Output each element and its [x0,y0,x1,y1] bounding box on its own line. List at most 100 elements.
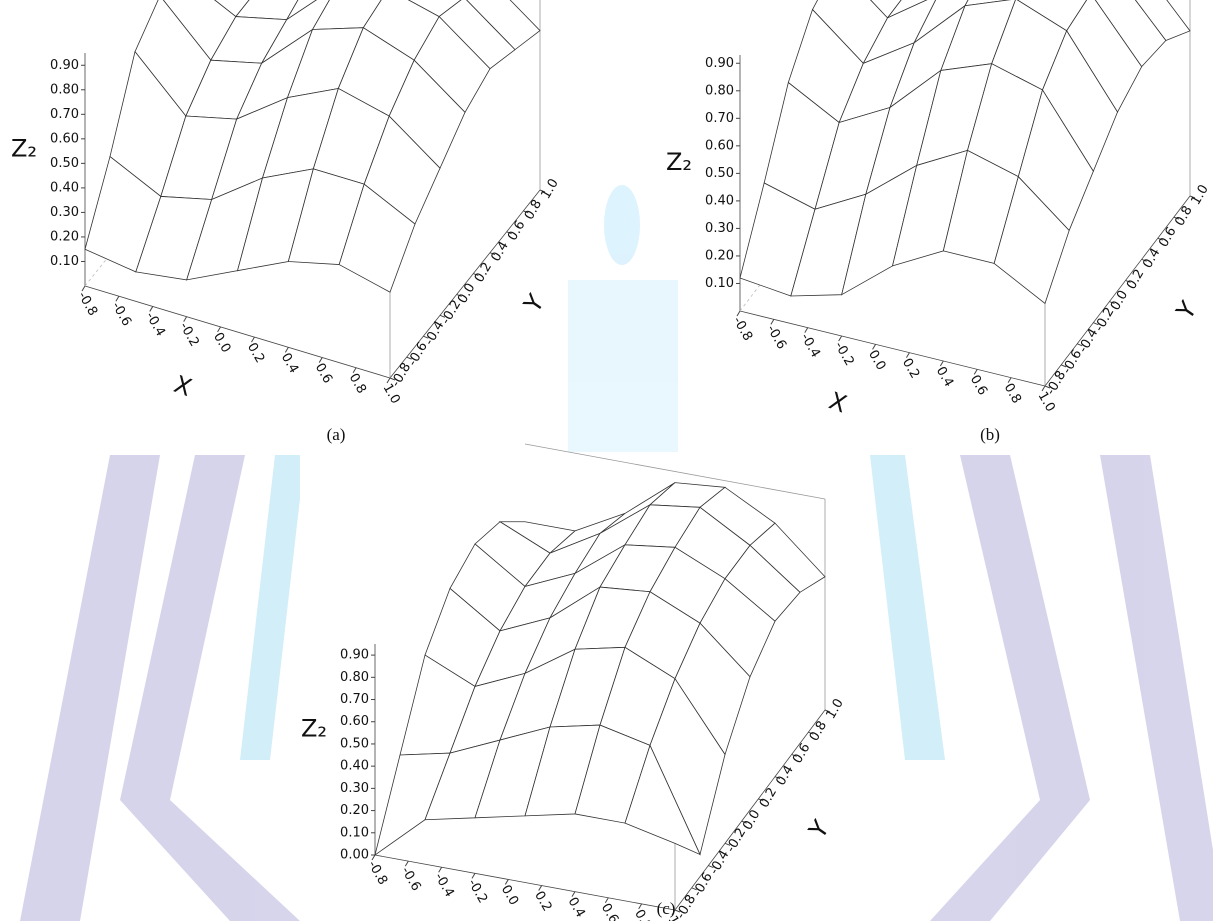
x-tick [471,873,476,879]
z-tick-label: 0.50 [705,166,734,181]
y-tick [708,865,714,869]
z-tick-label: 0.90 [340,648,369,663]
x-tick [538,885,543,891]
z-tick-label: 0.30 [340,781,369,796]
y-tick [539,189,546,193]
z-axis-title: Z₂ [11,135,37,163]
x-tick-label: 0.6 [312,361,335,386]
y-tick [1157,237,1163,241]
y-tick [1077,343,1083,347]
z-tick-label: 0.30 [705,221,734,236]
x-tick [671,909,676,916]
x-tick [183,316,188,322]
x-tick [736,310,741,317]
z-axis-title: Z₂ [301,715,327,743]
y-tick-label: 0.4 [489,239,512,264]
x-tick [939,360,944,367]
x-tick [81,285,86,292]
y-tick [489,252,496,256]
y-tick [791,753,797,757]
caption: (c) [657,899,676,918]
surface-patch [993,175,1070,305]
y-tick-label: 0.6 [1156,225,1179,250]
z-tick-label: 0.20 [705,248,734,263]
z-tick-label: 0.50 [50,156,79,171]
y-axis-title: Y [518,289,550,318]
x-tick-label: -0.4 [142,310,168,339]
x-tick [251,336,255,343]
z-tick-label: 0.60 [705,138,734,153]
x-tick [217,326,221,333]
y-tick-label: 0.2 [1124,267,1147,292]
y-tick-label: 1.0 [539,176,562,201]
x-axis-title: X [170,370,195,402]
box-edge [524,443,826,500]
y-tick-label: 0.6 [505,218,528,243]
x-tick-label: 0.2 [244,340,267,365]
x-tick [838,335,843,342]
z-tick-label: 0.60 [340,714,369,729]
y-tick [741,820,747,824]
z-tick-label: 0.20 [340,803,369,818]
x-tick [284,347,289,353]
y-tick-label: 0.4 [1140,246,1163,271]
y-tick [1173,216,1180,220]
x-tick [318,357,323,363]
y-tick [758,798,764,802]
x-tick [872,344,876,350]
x-tick-label: -0.8 [75,289,101,318]
y-tick [1044,385,1051,389]
watermark [20,185,1213,921]
surface-patch [870,0,902,19]
y-tick [724,842,731,846]
y-axis-title: Y [1170,296,1202,325]
y-tick [389,377,396,381]
x-tick [770,319,775,325]
y-tick [406,356,412,360]
y-tick [691,887,697,891]
x-tick [1041,385,1046,392]
z-tick-label: 0.70 [705,111,734,126]
y-tick [1189,195,1196,199]
z-tick-label: 0.00 [340,848,369,863]
x-tick-label: 0.0 [210,330,233,355]
z-tick-label: 0.10 [50,254,79,269]
x-axis-line [374,854,676,911]
x-tick-label: -0.6 [108,299,134,328]
x-tick-label: -0.4 [797,331,823,360]
y-axis-line [389,189,541,379]
z-tick-label: 0.70 [50,107,79,122]
x-tick-label: 0.4 [933,364,956,389]
y-tick [824,709,831,713]
x-tick-label: -0.8 [730,314,756,343]
y-tick [1109,301,1115,305]
z-tick-label: 0.50 [340,736,369,751]
x-tick [115,295,120,302]
x-tick [149,306,154,312]
z-tick-label: 0.20 [50,229,79,244]
z-tick-label: 0.10 [705,276,734,291]
z-tick-label: 0.10 [340,825,369,840]
y-tick-label: 1.0 [1189,182,1212,207]
x-tick-label: 0.8 [346,371,369,396]
y-axis-line [1044,195,1191,387]
z-axis-title: Z₂ [666,148,692,176]
x-tick [386,377,391,384]
y-tick [439,314,446,318]
surface-patch [338,183,416,293]
y-tick [456,293,462,297]
x-tick-label: -0.6 [763,323,789,352]
x-tick [504,879,509,885]
x-tick [973,369,978,375]
caption: (a) [327,425,346,444]
x-tick [438,866,443,873]
y-tick [506,231,512,235]
z-tick-label: 0.40 [340,759,369,774]
z-tick-label: 0.40 [705,193,734,208]
y-tick [674,909,681,913]
x-tick [404,860,409,867]
x-tick [571,891,576,897]
x-tick [1007,377,1012,383]
y-tick-label: 0.8 [1172,203,1195,228]
